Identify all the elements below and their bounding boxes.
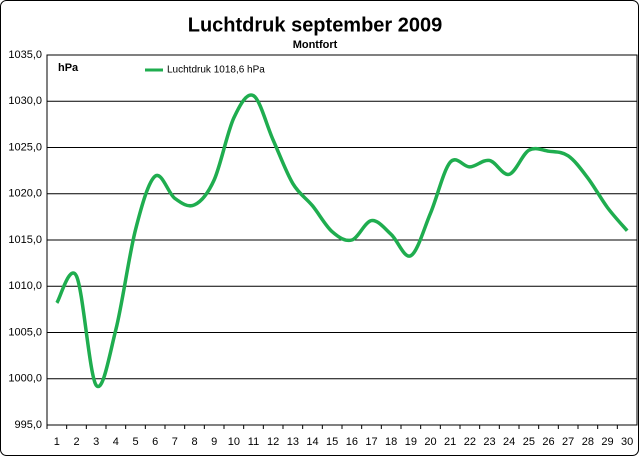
x-tick-label: 15 bbox=[326, 436, 338, 448]
x-tick-label: 4 bbox=[113, 436, 119, 448]
y-tick-label: 1005,0 bbox=[8, 326, 42, 338]
x-tick-label: 20 bbox=[424, 436, 436, 448]
y-tick-label: 995,0 bbox=[14, 419, 42, 431]
x-tick-label: 27 bbox=[562, 436, 574, 448]
x-tick-label: 3 bbox=[93, 436, 99, 448]
x-tick-label: 8 bbox=[191, 436, 197, 448]
chart-subtitle: Montfort bbox=[293, 39, 338, 51]
x-tick-label: 25 bbox=[523, 436, 535, 448]
data-line bbox=[55, 93, 629, 389]
x-tick-label: 16 bbox=[346, 436, 358, 448]
y-tick-label: 1035,0 bbox=[8, 49, 42, 61]
x-tick-label: 28 bbox=[582, 436, 594, 448]
x-tick-label: 17 bbox=[365, 436, 377, 448]
x-tick-label: 5 bbox=[132, 436, 138, 448]
y-tick-label: 1015,0 bbox=[8, 234, 42, 246]
x-tick-label: 26 bbox=[542, 436, 554, 448]
y-tick-label: 1000,0 bbox=[8, 373, 42, 385]
x-tick-label: 21 bbox=[444, 436, 456, 448]
y-tick-label: 1010,0 bbox=[8, 280, 42, 292]
x-tick-label: 2 bbox=[73, 436, 79, 448]
x-tick-label: 10 bbox=[228, 436, 240, 448]
x-tick-label: 18 bbox=[385, 436, 397, 448]
x-tick-label: 30 bbox=[621, 436, 633, 448]
x-tick-label: 23 bbox=[483, 436, 495, 448]
x-tick-label: 11 bbox=[248, 436, 259, 448]
x-tick-label: 9 bbox=[211, 436, 217, 448]
x-tick-label: 19 bbox=[405, 436, 417, 448]
x-tick-label: 13 bbox=[287, 436, 299, 448]
y-tick-label: 1030,0 bbox=[8, 95, 42, 107]
chart-title: Luchtdruk september 2009 bbox=[188, 14, 443, 36]
legend-label: Luchtdruk 1018,6 hPa bbox=[167, 65, 265, 76]
y-tick-label: 1020,0 bbox=[8, 188, 42, 200]
y-axis-label: hPa bbox=[58, 62, 79, 74]
x-tick-label: 22 bbox=[464, 436, 476, 448]
x-tick-label: 12 bbox=[267, 436, 279, 448]
y-tick-label: 1025,0 bbox=[8, 141, 42, 153]
x-tick-label: 29 bbox=[601, 436, 613, 448]
x-tick-label: 14 bbox=[306, 436, 318, 448]
x-tick-label: 24 bbox=[503, 436, 515, 448]
x-tick-label: 7 bbox=[172, 436, 178, 448]
x-tick-label: 1 bbox=[54, 436, 60, 448]
x-tick-label: 6 bbox=[152, 436, 158, 448]
